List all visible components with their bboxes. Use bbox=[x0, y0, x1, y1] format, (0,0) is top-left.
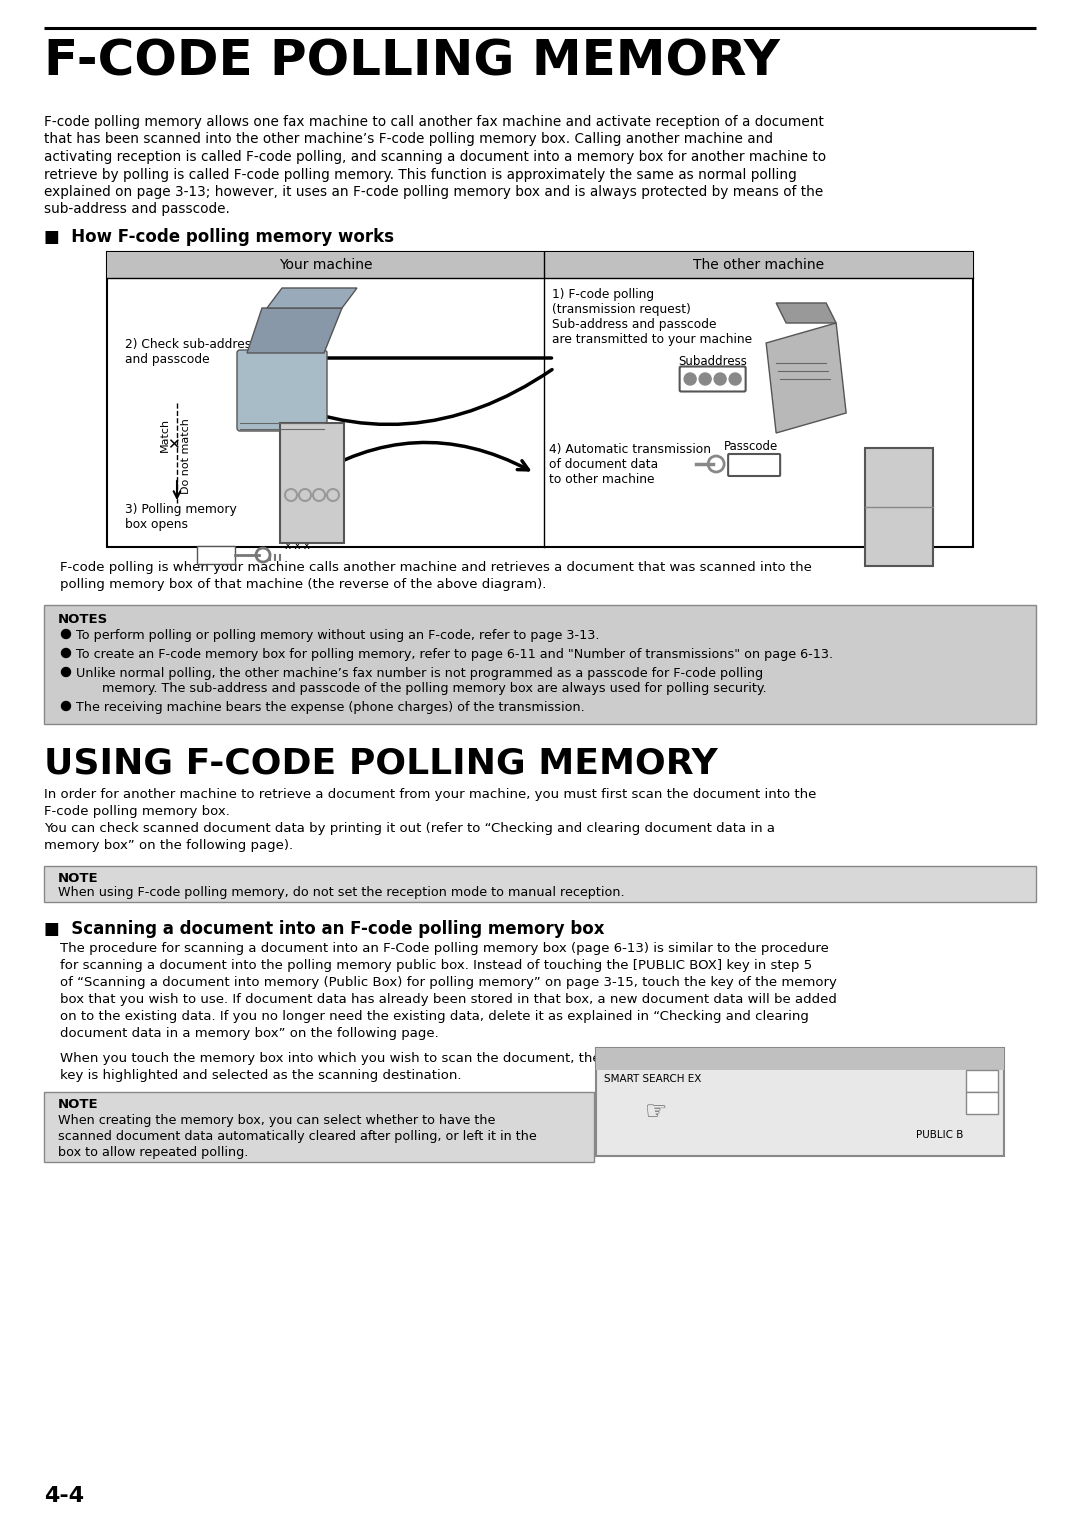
Circle shape bbox=[684, 373, 697, 385]
Text: ■  How F-code polling memory works: ■ How F-code polling memory works bbox=[44, 228, 394, 246]
Circle shape bbox=[62, 648, 70, 657]
Text: box to allow repeated polling.: box to allow repeated polling. bbox=[58, 1146, 248, 1160]
Polygon shape bbox=[777, 303, 836, 322]
Text: ✕: ✕ bbox=[167, 437, 179, 452]
FancyBboxPatch shape bbox=[728, 454, 780, 477]
Bar bbox=[107, 252, 973, 278]
Text: scanned document data automatically cleared after polling, or left it in the: scanned document data automatically clea… bbox=[58, 1131, 537, 1143]
Text: Match: Match bbox=[160, 419, 170, 452]
Text: To create an F-code memory box for polling memory, refer to page 6-11 and "Numbe: To create an F-code memory box for polli… bbox=[76, 648, 833, 662]
Bar bbox=[107, 252, 973, 547]
Text: that has been scanned into the other machine’s F-code polling memory box. Callin: that has been scanned into the other mac… bbox=[44, 133, 773, 147]
Text: Unlike normal polling, the other machine’s fax number is not programmed as a pas: Unlike normal polling, the other machine… bbox=[76, 668, 764, 680]
Text: for scanning a document into the polling memory public box. Instead of touching : for scanning a document into the polling… bbox=[60, 960, 812, 972]
Text: 4) Automatic transmission
of document data
to other machine: 4) Automatic transmission of document da… bbox=[550, 443, 712, 486]
Text: ☞: ☞ bbox=[645, 1100, 667, 1125]
Circle shape bbox=[699, 373, 711, 385]
Text: The other machine: The other machine bbox=[693, 258, 824, 272]
Text: NOTES: NOTES bbox=[58, 613, 108, 626]
Text: PUBLIC B: PUBLIC B bbox=[916, 1131, 963, 1140]
Text: F-code polling is when your machine calls another machine and retrieves a docume: F-code polling is when your machine call… bbox=[60, 561, 812, 575]
Text: A: A bbox=[887, 460, 910, 489]
Text: retrieve by polling is called F-code polling memory. This function is approximat: retrieve by polling is called F-code pol… bbox=[44, 168, 797, 182]
Text: USING F-CODE POLLING MEMORY: USING F-CODE POLLING MEMORY bbox=[44, 746, 717, 779]
Text: F-CODE POLLING MEMORY: F-CODE POLLING MEMORY bbox=[44, 38, 780, 86]
Bar bbox=[966, 1070, 998, 1093]
Text: memory. The sub-address and passcode of the polling memory box are always used f: memory. The sub-address and passcode of … bbox=[86, 681, 767, 695]
Bar bbox=[596, 1048, 1004, 1157]
Bar bbox=[44, 1093, 594, 1161]
Text: x x x: x x x bbox=[284, 541, 310, 552]
Text: In order for another machine to retrieve a document from your machine, you must : In order for another machine to retrieve… bbox=[44, 788, 816, 801]
Text: When using F-code polling memory, do not set the reception mode to manual recept: When using F-code polling memory, do not… bbox=[58, 886, 624, 898]
Text: Your machine: Your machine bbox=[279, 258, 373, 272]
Bar bbox=[966, 1093, 998, 1114]
Polygon shape bbox=[247, 309, 342, 353]
FancyBboxPatch shape bbox=[237, 350, 327, 431]
Text: 3) Polling memory
box opens: 3) Polling memory box opens bbox=[125, 503, 237, 532]
Bar bbox=[197, 545, 235, 564]
Text: Subaddress: Subaddress bbox=[678, 354, 747, 368]
Circle shape bbox=[714, 373, 726, 385]
FancyBboxPatch shape bbox=[679, 367, 745, 391]
Text: ▼: ▼ bbox=[977, 1096, 987, 1109]
Text: Passcode: Passcode bbox=[724, 440, 779, 452]
Text: memory box” on the following page).: memory box” on the following page). bbox=[44, 839, 293, 853]
Bar bbox=[44, 605, 1036, 724]
Text: x x x: x x x bbox=[205, 550, 227, 559]
Text: F-code polling memory box.: F-code polling memory box. bbox=[44, 805, 230, 817]
Circle shape bbox=[62, 701, 70, 711]
Text: document data in a memory box” on the following page.: document data in a memory box” on the fo… bbox=[60, 1027, 438, 1041]
Text: 1) F-code polling
(transmission request)
Sub-address and passcode
are transmitte: 1) F-code polling (transmission request)… bbox=[552, 287, 753, 345]
Text: A: A bbox=[301, 434, 323, 461]
Text: explained on page 3-13; however, it uses an F-code polling memory box and is alw: explained on page 3-13; however, it uses… bbox=[44, 185, 823, 199]
Text: The procedure for scanning a document into an F-Code polling memory box (page 6-: The procedure for scanning a document in… bbox=[60, 941, 828, 955]
Text: 2) Check sub-address
and passcode: 2) Check sub-address and passcode bbox=[125, 338, 258, 367]
Text: of “Scanning a document into memory (Public Box) for polling memory” on page 3-1: of “Scanning a document into memory (Pub… bbox=[60, 976, 837, 989]
Text: F-code polling memory allows one fax machine to call another fax machine and act: F-code polling memory allows one fax mac… bbox=[44, 115, 824, 128]
Bar bbox=[865, 448, 933, 565]
Text: polling memory box of that machine (the reverse of the above diagram).: polling memory box of that machine (the … bbox=[60, 578, 546, 591]
Text: MARKETING GROUP: MARKETING GROUP bbox=[604, 1051, 706, 1062]
Text: key is highlighted and selected as the scanning destination.: key is highlighted and selected as the s… bbox=[60, 1070, 461, 1082]
Text: Product Planning: Product Planning bbox=[283, 510, 341, 516]
Bar bbox=[44, 866, 1036, 902]
Circle shape bbox=[62, 668, 70, 677]
Text: You can check scanned document data by printing it out (refer to “Checking and c: You can check scanned document data by p… bbox=[44, 822, 775, 834]
Text: activating reception is called F-code polling, and scanning a document into a me: activating reception is called F-code po… bbox=[44, 150, 826, 163]
Bar bbox=[280, 423, 345, 542]
Text: When creating the memory box, you can select whether to have the: When creating the memory box, you can se… bbox=[58, 1114, 496, 1128]
Text: ■  Scanning a document into an F-code polling memory box: ■ Scanning a document into an F-code pol… bbox=[44, 920, 605, 938]
Text: ▲: ▲ bbox=[977, 1074, 987, 1086]
Text: NOTE: NOTE bbox=[58, 872, 98, 885]
Text: sub-address and passcode.: sub-address and passcode. bbox=[44, 203, 230, 217]
Circle shape bbox=[62, 630, 70, 639]
Text: box that you wish to use. If document data has already been stored in that box, : box that you wish to use. If document da… bbox=[60, 993, 837, 1005]
Polygon shape bbox=[766, 322, 846, 432]
Text: SMART SEARCH EX: SMART SEARCH EX bbox=[604, 1074, 701, 1083]
Text: The receiving machine bears the expense (phone charges) of the transmission.: The receiving machine bears the expense … bbox=[76, 701, 584, 714]
Text: ♢: ♢ bbox=[306, 523, 319, 536]
Text: Do not match: Do not match bbox=[181, 419, 191, 494]
Text: X X X: X X X bbox=[738, 460, 771, 471]
Bar bbox=[596, 1048, 1004, 1070]
Text: B: B bbox=[888, 521, 910, 550]
Text: To perform polling or polling memory without using an F-code, refer to page 3-13: To perform polling or polling memory wit… bbox=[76, 630, 599, 642]
Text: NOTE: NOTE bbox=[58, 1099, 98, 1111]
Text: When you touch the memory box into which you wish to scan the document, the: When you touch the memory box into which… bbox=[60, 1051, 600, 1065]
Text: 4-4: 4-4 bbox=[44, 1487, 84, 1507]
Text: 1/1: 1/1 bbox=[906, 1051, 922, 1062]
Text: on to the existing data. If you no longer need the existing data, delete it as e: on to the existing data. If you no longe… bbox=[60, 1010, 809, 1024]
Polygon shape bbox=[267, 287, 357, 309]
Circle shape bbox=[729, 373, 741, 385]
